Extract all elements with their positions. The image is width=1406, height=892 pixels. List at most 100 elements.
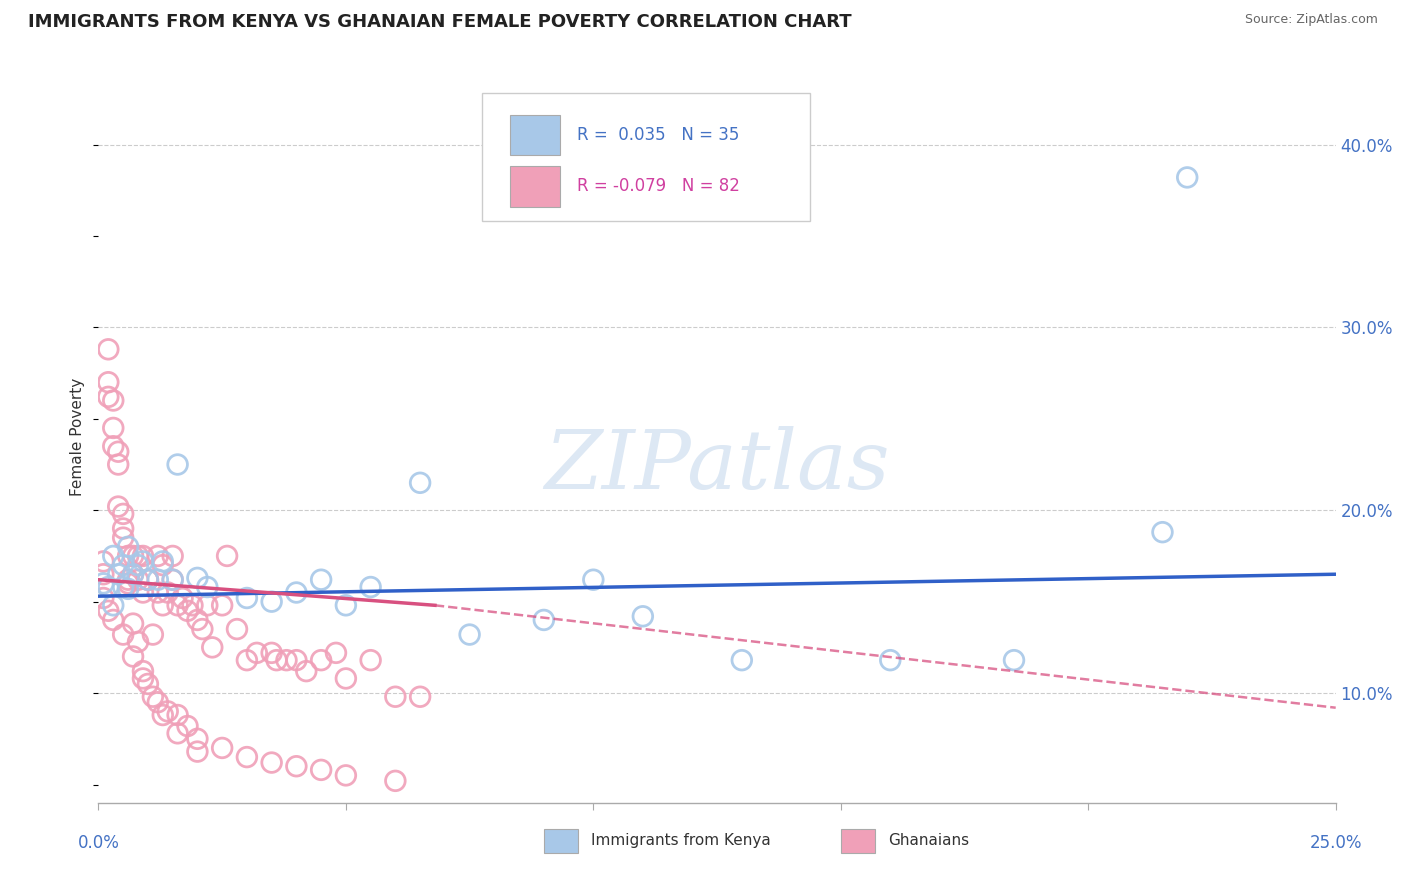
Point: [409, 475, 432, 490]
Point: [152, 708, 174, 723]
Point: [201, 640, 224, 655]
Point: [117, 582, 139, 596]
Point: [103, 393, 125, 408]
Point: [335, 768, 357, 782]
Point: [285, 653, 308, 667]
Text: ZIPatlas: ZIPatlas: [544, 426, 890, 507]
Point: [295, 664, 318, 678]
Point: [409, 690, 432, 704]
Text: Ghanaians: Ghanaians: [887, 833, 969, 848]
Text: 25.0%: 25.0%: [1309, 834, 1362, 852]
Text: R =  0.035   N = 35: R = 0.035 N = 35: [578, 126, 740, 144]
Point: [195, 599, 218, 613]
Point: [97, 390, 120, 404]
Point: [117, 549, 139, 563]
Point: [162, 549, 184, 563]
Point: [146, 573, 169, 587]
Point: [226, 622, 249, 636]
Point: [335, 599, 357, 613]
Point: [236, 750, 259, 764]
Point: [166, 708, 188, 723]
Point: [112, 507, 135, 521]
Point: [731, 653, 754, 667]
Point: [236, 591, 259, 605]
Point: [325, 646, 347, 660]
Point: [136, 573, 159, 587]
Point: [103, 439, 125, 453]
Point: [384, 773, 406, 788]
Point: [117, 540, 139, 554]
Point: [127, 573, 149, 587]
Point: [1002, 653, 1025, 667]
Point: [103, 421, 125, 435]
Point: [156, 585, 179, 599]
Point: [132, 664, 155, 678]
FancyBboxPatch shape: [841, 830, 876, 853]
Point: [97, 580, 120, 594]
Point: [166, 458, 188, 472]
Point: [97, 343, 120, 357]
Point: [142, 690, 165, 704]
Point: [122, 567, 145, 582]
Point: [186, 571, 208, 585]
Point: [631, 609, 654, 624]
Point: [172, 591, 194, 605]
Point: [127, 558, 149, 573]
Point: [1175, 170, 1198, 185]
Point: [166, 726, 188, 740]
Point: [309, 573, 332, 587]
Point: [127, 549, 149, 563]
Point: [162, 573, 184, 587]
Point: [166, 599, 188, 613]
Point: [117, 576, 139, 591]
Point: [246, 646, 269, 660]
Point: [117, 573, 139, 587]
Point: [93, 554, 115, 568]
Point: [186, 731, 208, 746]
Point: [146, 695, 169, 709]
Point: [107, 567, 129, 582]
Y-axis label: Female Poverty: Female Poverty: [70, 378, 86, 496]
Point: [122, 549, 145, 563]
FancyBboxPatch shape: [482, 94, 810, 221]
Point: [360, 653, 382, 667]
Point: [1152, 525, 1174, 540]
Point: [122, 567, 145, 582]
Point: [112, 531, 135, 545]
Point: [285, 759, 308, 773]
Point: [136, 677, 159, 691]
FancyBboxPatch shape: [544, 830, 578, 853]
Point: [152, 599, 174, 613]
Point: [103, 613, 125, 627]
Point: [384, 690, 406, 704]
Point: [112, 627, 135, 641]
Point: [103, 549, 125, 563]
Point: [142, 627, 165, 641]
Point: [533, 613, 555, 627]
Point: [458, 627, 481, 641]
Point: [122, 616, 145, 631]
Point: [217, 549, 239, 563]
Point: [136, 573, 159, 587]
Point: [176, 604, 198, 618]
Point: [266, 653, 288, 667]
Point: [107, 500, 129, 514]
Text: Immigrants from Kenya: Immigrants from Kenya: [591, 833, 770, 848]
FancyBboxPatch shape: [510, 167, 560, 207]
Point: [152, 554, 174, 568]
Text: IMMIGRANTS FROM KENYA VS GHANAIAN FEMALE POVERTY CORRELATION CHART: IMMIGRANTS FROM KENYA VS GHANAIAN FEMALE…: [28, 13, 852, 31]
Point: [285, 585, 308, 599]
Point: [112, 521, 135, 535]
Point: [93, 576, 115, 591]
Point: [112, 580, 135, 594]
Point: [879, 653, 901, 667]
Text: Source: ZipAtlas.com: Source: ZipAtlas.com: [1244, 13, 1378, 27]
Point: [93, 567, 115, 582]
Point: [127, 635, 149, 649]
Point: [152, 558, 174, 573]
Point: [97, 604, 120, 618]
Point: [211, 740, 233, 755]
Point: [186, 613, 208, 627]
Point: [132, 554, 155, 568]
Point: [360, 580, 382, 594]
